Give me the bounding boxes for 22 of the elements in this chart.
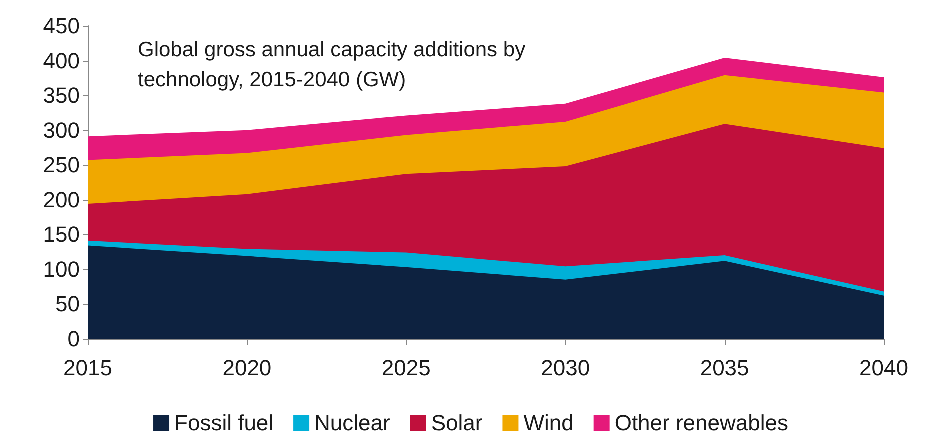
text: Global gross annual capacity additions by technology, 2015-2040 (GW) [138, 38, 532, 92]
x-tick-label: 2020 [222, 356, 272, 380]
legend-label: Solar [431, 410, 483, 436]
y-tick-label: 300 [43, 118, 80, 143]
y-tick-label: 200 [43, 187, 80, 212]
y-tick-label: 250 [43, 152, 80, 178]
legend-label: Wind [524, 410, 574, 436]
y-tick-label: 50 [56, 292, 80, 317]
x-tick-label: 2015 [64, 356, 112, 380]
y-tick-label: 350 [43, 83, 80, 108]
y-tick-label: 450 [43, 14, 80, 38]
x-tick-label: 2025 [382, 356, 431, 380]
x-tick-label: 2040 [860, 356, 908, 380]
legend-label: Nuclear [314, 410, 390, 436]
y-tick-label: 150 [43, 222, 80, 248]
x-tick-label: 2030 [541, 356, 590, 380]
x-tick-label: 2035 [700, 356, 750, 380]
y-tick-label: 400 [43, 48, 80, 74]
y-tick-label: 0 [68, 326, 80, 352]
legend-label: Other renewables [614, 410, 788, 436]
legend-label: Fossil fuel [174, 410, 274, 436]
y-tick-label: 100 [43, 256, 80, 282]
